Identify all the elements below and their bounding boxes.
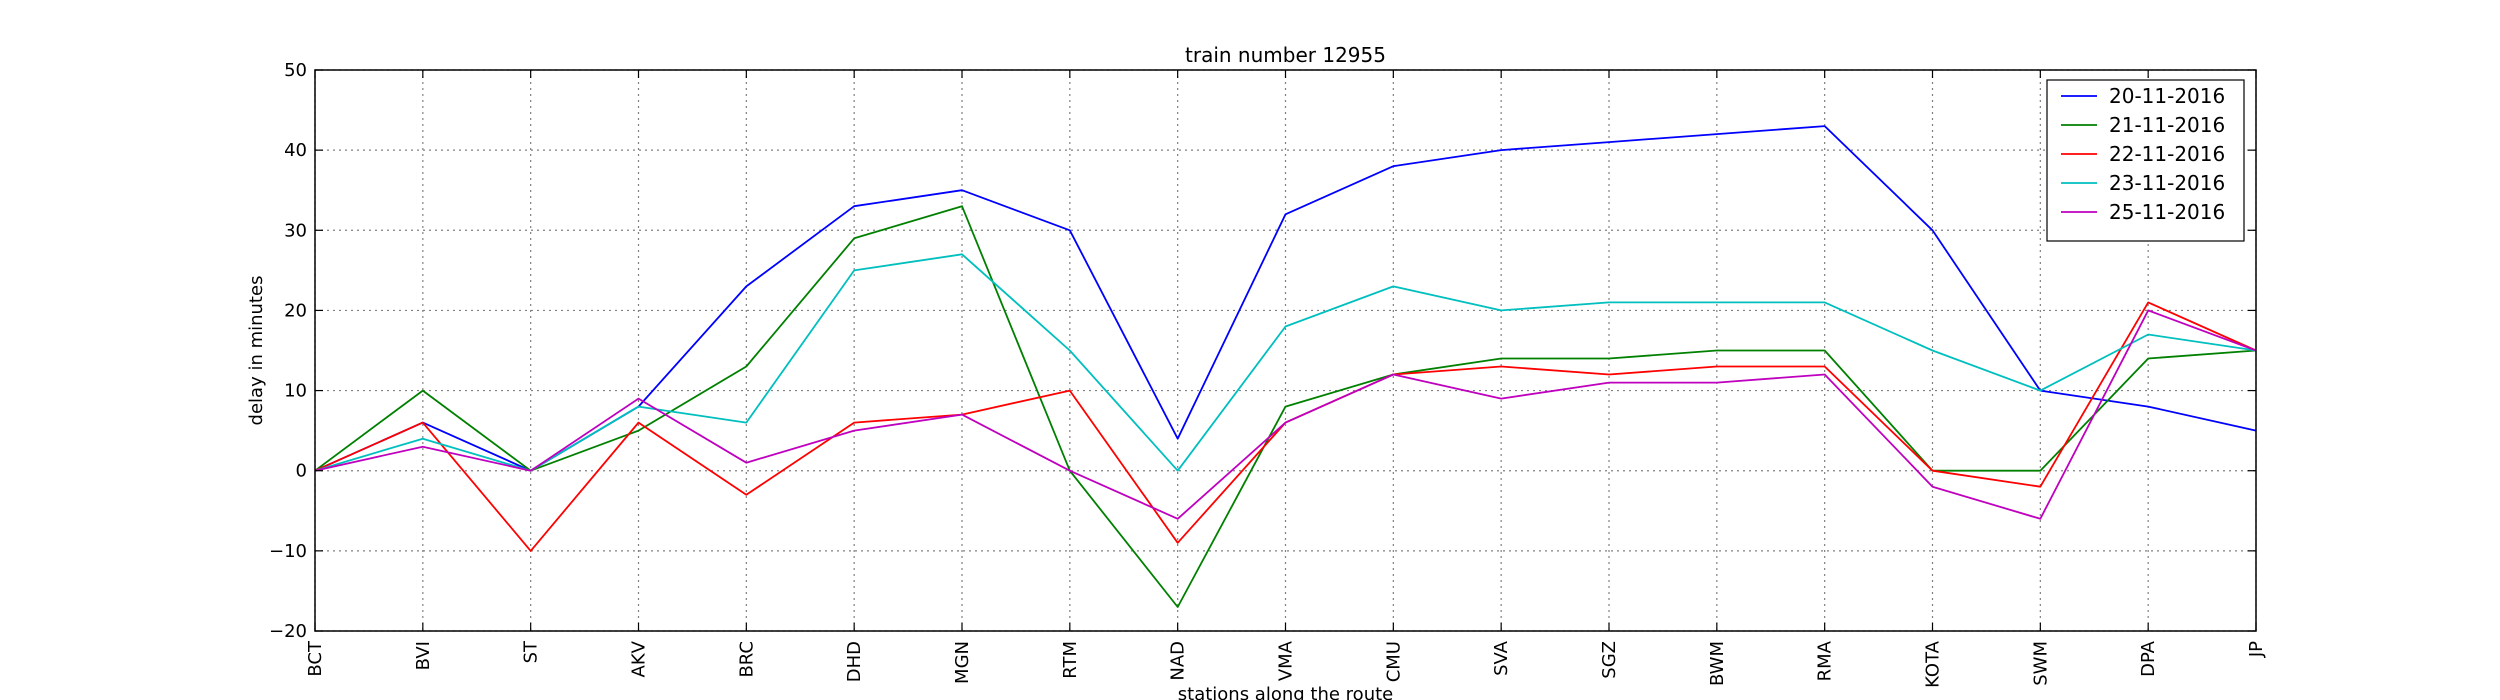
- chart-title: train number 12955: [1185, 43, 1386, 67]
- x-tick-label: SVA: [1491, 640, 1512, 676]
- series-line: [314, 253, 2257, 472]
- x-tick-label: AKV: [629, 640, 650, 677]
- x-tick-label: SWM: [2030, 641, 2051, 686]
- legend-label: 21-11-2016: [2109, 113, 2225, 137]
- y-tick-label: 40: [284, 140, 307, 161]
- y-tick-label: 10: [284, 381, 307, 402]
- y-tick-label: 30: [284, 220, 307, 241]
- y-ticks: −20 −10 0 10 20 30 40 50: [269, 60, 2256, 642]
- legend-label: 22-11-2016: [2109, 142, 2225, 166]
- x-tick-label: NAD: [1168, 641, 1189, 681]
- y-tick-label: −20: [269, 621, 307, 642]
- x-tick-label: KOTA: [1923, 640, 1944, 688]
- y-tick-label: 50: [284, 60, 307, 81]
- x-tick-label: RTM: [1060, 641, 1081, 679]
- x-tick-label: SGZ: [1599, 641, 1620, 679]
- x-ticks: BCT BVI ST AKV BRC DHD MGN RTM NAD VMA CMU SVA SGZ BW…: [305, 70, 2267, 688]
- x-tick-label: BRC: [736, 641, 757, 678]
- x-tick-label: JP: [2246, 641, 2267, 658]
- x-tick-label: CMU: [1383, 641, 1404, 682]
- series-line: [314, 205, 2257, 608]
- y-tick-label: −10: [269, 541, 307, 562]
- x-tick-label: RMA: [1815, 640, 1836, 681]
- x-axis-label: stations along the route: [1178, 684, 1393, 700]
- legend-box: [2046, 79, 2245, 242]
- x-tick-label: DHD: [844, 641, 865, 682]
- x-tick-label: BWM: [1707, 641, 1728, 686]
- legend-label: 25-11-2016: [2109, 200, 2225, 224]
- y-tick-label: 0: [296, 461, 307, 482]
- x-tick-label: ST: [521, 640, 542, 663]
- x-tick-label: DPA: [2138, 640, 2159, 677]
- x-tick-label: BVI: [413, 641, 434, 670]
- legend-label: 23-11-2016: [2109, 171, 2225, 195]
- y-tick-label: 20: [284, 300, 307, 321]
- x-tick-label: MGN: [952, 641, 973, 684]
- grid-lines: [314, 69, 2257, 632]
- x-tick-label: BCT: [305, 640, 326, 677]
- legend: 20-11-2016 21-11-2016 22-11-2016 23-11-2016…: [2046, 79, 2245, 242]
- series-line: [314, 309, 2257, 520]
- x-tick-label: VMA: [1276, 640, 1297, 681]
- series-lines: [314, 125, 2257, 608]
- legend-label: 20-11-2016: [2109, 84, 2225, 108]
- y-axis-label: delay in minutes: [246, 276, 267, 426]
